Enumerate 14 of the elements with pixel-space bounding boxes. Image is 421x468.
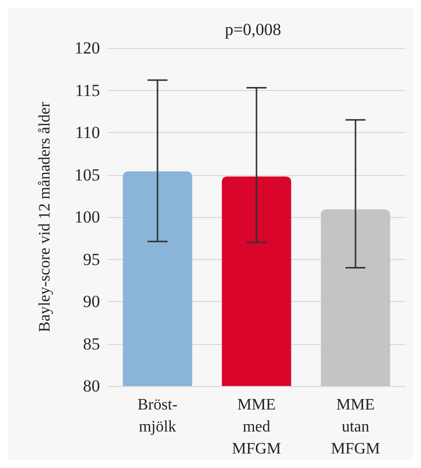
y-tick-label: 85 [83, 334, 100, 354]
y-tick-label: 105 [74, 165, 100, 184]
chart-title: p=0,008 [224, 20, 282, 39]
y-tick-label: 100 [74, 208, 100, 226]
x-tick-label: MME med MFGM [232, 396, 281, 458]
y-axis-title: Bayley-score vid 12 månaders ålder [36, 101, 54, 332]
y-tick-label: 90 [83, 292, 100, 311]
y-tick-label: 80 [83, 376, 100, 396]
y-tick-label: 115 [75, 80, 100, 100]
y-tick-label: 120 [74, 38, 100, 58]
x-tick-label: MME utan MFGM [331, 396, 380, 458]
y-tick-label: 95 [83, 250, 100, 269]
y-tick-label: 110 [75, 123, 100, 142]
x-tick-label: Bröst- mjölk [138, 396, 178, 436]
